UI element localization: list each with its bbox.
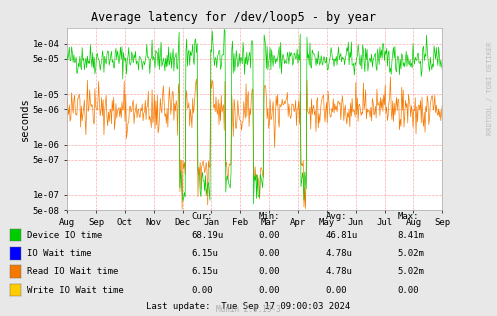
Text: Avg:: Avg: [326, 212, 347, 221]
Text: Munin 2.0.19-3: Munin 2.0.19-3 [216, 306, 281, 314]
Text: Max:: Max: [398, 212, 419, 221]
Text: 6.15u: 6.15u [191, 267, 218, 276]
Text: 8.41m: 8.41m [398, 231, 424, 240]
Text: 4.78u: 4.78u [326, 249, 352, 258]
Text: Write IO Wait time: Write IO Wait time [27, 286, 124, 295]
Text: RRDTOOL / TOBI OETIKER: RRDTOOL / TOBI OETIKER [487, 42, 493, 135]
Text: Cur:: Cur: [191, 212, 213, 221]
Text: Read IO Wait time: Read IO Wait time [27, 267, 119, 276]
Text: Last update:  Tue Sep 17 09:00:03 2024: Last update: Tue Sep 17 09:00:03 2024 [147, 302, 350, 311]
Text: 46.81u: 46.81u [326, 231, 358, 240]
Text: 5.02m: 5.02m [398, 267, 424, 276]
Text: 0.00: 0.00 [326, 286, 347, 295]
Text: 0.00: 0.00 [191, 286, 213, 295]
Text: 0.00: 0.00 [398, 286, 419, 295]
Text: 68.19u: 68.19u [191, 231, 224, 240]
Text: 0.00: 0.00 [258, 286, 280, 295]
Y-axis label: seconds: seconds [20, 97, 30, 141]
Text: IO Wait time: IO Wait time [27, 249, 92, 258]
Text: 0.00: 0.00 [258, 267, 280, 276]
Text: 6.15u: 6.15u [191, 249, 218, 258]
Text: Device IO time: Device IO time [27, 231, 102, 240]
Text: 0.00: 0.00 [258, 231, 280, 240]
Text: Average latency for /dev/loop5 - by year: Average latency for /dev/loop5 - by year [91, 11, 376, 24]
Text: Min:: Min: [258, 212, 280, 221]
Text: 4.78u: 4.78u [326, 267, 352, 276]
Text: 5.02m: 5.02m [398, 249, 424, 258]
Text: 0.00: 0.00 [258, 249, 280, 258]
